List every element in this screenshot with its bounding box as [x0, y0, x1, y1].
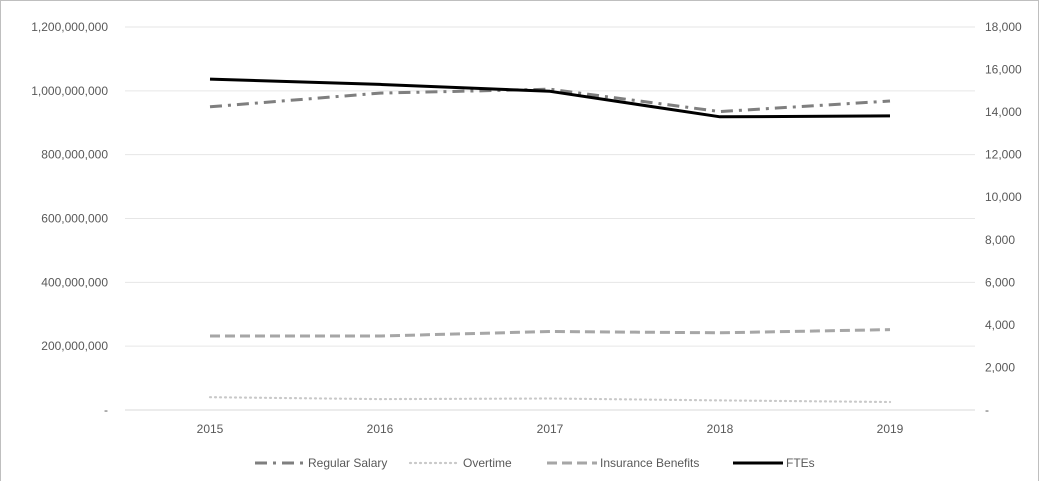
right-tick-label: 6,000 [985, 275, 1015, 289]
right-tick-label: 4,000 [985, 318, 1015, 332]
legend-label-ftes: FTEs [786, 456, 815, 470]
x-tick-label: 2019 [877, 422, 904, 436]
right-tick-label: 14,000 [985, 105, 1022, 119]
series-line-overtime [208, 396, 892, 404]
right-axis-ticks: - 2,000 4,000 6,000 8,000 10,000 12,000 14,000 1… [985, 20, 1022, 417]
legend: Regular Salary Overtime Insurance Benefits… [255, 456, 815, 470]
left-tick-label: 1,200,000,000 [31, 20, 108, 34]
legend-label-regular-salary: Regular Salary [308, 456, 387, 470]
legend-label-insurance-benefits: Insurance Benefits [600, 456, 699, 470]
left-tick-label: 600,000,000 [41, 212, 108, 226]
x-axis-ticks: 2015 2016 2017 2018 2019 [197, 422, 904, 436]
right-tick-label: 8,000 [985, 233, 1015, 247]
series-lines [208, 77, 892, 404]
x-tick-label: 2017 [537, 422, 564, 436]
x-tick-label: 2018 [707, 422, 734, 436]
series-line-ftes [209, 77, 891, 119]
series-line-insurance-benefits [210, 328, 891, 338]
right-tick-label: 2,000 [985, 360, 1015, 374]
right-tick-label: 16,000 [985, 63, 1022, 77]
x-tick-label: 2015 [197, 422, 224, 436]
left-tick-label: 800,000,000 [41, 148, 108, 162]
left-tick-label: 1,000,000,000 [31, 84, 108, 98]
left-axis-ticks: - 200,000,000 400,000,000 600,000,000 800,00… [31, 20, 108, 417]
x-tick-label: 2016 [367, 422, 394, 436]
left-tick-label: - [104, 403, 108, 417]
left-tick-label: 200,000,000 [41, 339, 108, 353]
right-tick-label: 12,000 [985, 148, 1022, 162]
gridlines [125, 26, 975, 411]
right-tick-label: 18,000 [985, 20, 1022, 34]
legend-label-overtime: Overtime [463, 456, 512, 470]
right-tick-label: 10,000 [985, 190, 1022, 204]
left-tick-label: 400,000,000 [41, 275, 108, 289]
right-tick-label: - [985, 403, 989, 417]
series-line-regular-salary [209, 87, 891, 114]
